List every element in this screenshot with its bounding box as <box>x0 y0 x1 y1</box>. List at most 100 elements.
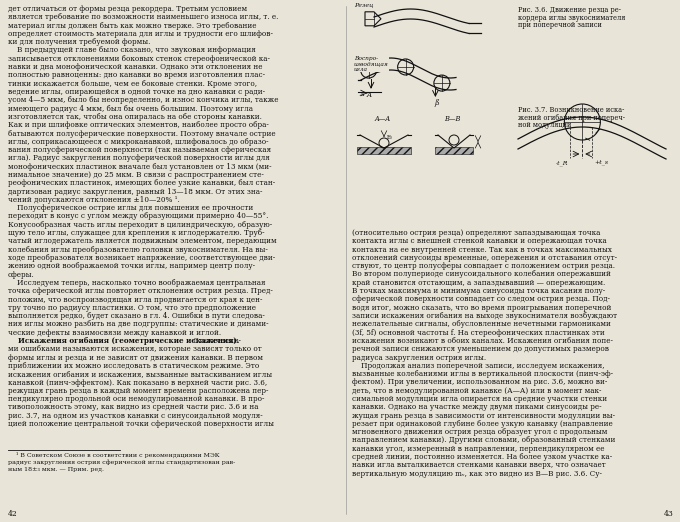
Text: средней линии, постоянно изменяется. На более узком участке ка-: средней линии, постоянно изменяется. На … <box>352 453 612 461</box>
Text: дартизован радиус закругления, равный 13—18 мкм. От этих зна-: дартизован радиус закругления, равный 13… <box>8 187 262 196</box>
Text: E₀: E₀ <box>387 135 393 140</box>
Text: нежелательные сигналы, обусловленные нечетными гармониками: нежелательные сигналы, обусловленные неч… <box>352 321 611 328</box>
Text: Полусферическое острие иглы для повышения ее прочности: Полусферическое острие иглы для повышени… <box>8 204 253 212</box>
Text: записывается отклонениями боковых стенок стереофонической ка-: записывается отклонениями боковых стенок… <box>8 55 270 63</box>
Text: контакта иглы с внешней стенкой канавки и опережающая точка: контакта иглы с внешней стенкой канавки … <box>352 238 607 245</box>
Text: B—B: B—B <box>444 115 460 123</box>
Text: тру точно по радиусу пластинки. О том, что это предположение: тру точно по радиусу пластинки. О том, ч… <box>8 304 256 312</box>
Text: направлением канавки). Другими словами, образованный стенками: направлением канавки). Другими словами, … <box>352 436 615 445</box>
Text: положим, что воспроизводящая игла продвигается от края к цен-: положим, что воспроизводящая игла продви… <box>8 295 262 303</box>
Text: Статически-: Статически- <box>191 337 241 345</box>
Text: ми ошибками называются искажения, которые зависят только от: ми ошибками называются искажения, которы… <box>8 345 262 353</box>
Text: A: A <box>367 91 371 99</box>
Text: приближении их можно исследовать в статическом режиме. Это: приближении их можно исследовать в стати… <box>8 362 259 370</box>
Text: ческие дефекты взаимосвязи между канавкой и иглой.: ческие дефекты взаимосвязи между канавко… <box>8 329 221 337</box>
Text: игла). Радиус закругления полусферической поверхности иглы для: игла). Радиус закругления полусферическо… <box>8 155 270 162</box>
Text: (3f, 5f) основной частоты f. На стереофонических пластинках эти: (3f, 5f) основной частоты f. На стереофо… <box>352 329 605 337</box>
Text: контакта на ее внутренней стенке. Так как в точках максимальных: контакта на ее внутренней стенке. Так ка… <box>352 245 612 254</box>
Text: записи искажения огибания на выходе звукоснимателя возбуждают: записи искажения огибания на выходе звук… <box>352 312 617 320</box>
Text: Рис. 3.6. Движение резца ре-: Рис. 3.6. Движение резца ре- <box>518 6 621 14</box>
Text: колебания иглы преобразователю головки звукоснимателя. На вы-: колебания иглы преобразователю головки з… <box>8 246 268 254</box>
Text: кордера иглы звукоснимателя: кордера иглы звукоснимателя <box>518 14 626 21</box>
Text: Как и при шлифовке оптических элементов, наиболее просто обра-: Как и при шлифовке оптических элементов,… <box>8 121 269 129</box>
Bar <box>435 147 473 154</box>
Text: навки и дна монофонической канавки. Однако эти отклонения не: навки и дна монофонической канавки. Одна… <box>8 63 262 71</box>
Text: вызванные колебаниями иглы в вертикальной плоскости (пинч-эф-: вызванные колебаниями иглы в вертикально… <box>352 370 613 378</box>
Text: вания полусферической поверхности (так называемая сферическая: вания полусферической поверхности (так н… <box>8 146 271 154</box>
Text: изготовляется так, чтобы она опиралась на обе стороны канавки.: изготовляется так, чтобы она опиралась н… <box>8 113 262 121</box>
Polygon shape <box>365 12 381 26</box>
Text: искажения возникают в обоих каналах. Искажения огибания попе-: искажения возникают в обоих каналах. Иск… <box>352 337 613 345</box>
Text: мгновенного движения острия резца образует угол с продольным: мгновенного движения острия резца образу… <box>352 428 607 436</box>
Text: симальной модуляции игла опирается на средние участки стенки: симальной модуляции игла опирается на ср… <box>352 395 607 403</box>
Text: радиуса закругления острия иглы.: радиуса закругления острия иглы. <box>352 353 486 362</box>
Text: вертикальную модуляцию mᵥ, как это видно из В—В рис. 3.6. Су-: вертикальную модуляцию mᵥ, как это видно… <box>352 470 602 478</box>
Text: ¹ В Советском Союзе в соответствии с рекомендациями МЭК: ¹ В Советском Союзе в соответствии с рек… <box>8 452 220 458</box>
Text: искажения огибания и искажения, вызванные вытаскиванием иглы: искажения огибания и искажения, вызванны… <box>8 370 272 378</box>
Text: иглы, соприкасающееся с микроканавкой, шлифовалось до образо-: иглы, соприкасающееся с микроканавкой, ш… <box>8 138 269 146</box>
Text: тивоположность этому, как видно из средней части рис. 3.6 и на: тивоположность этому, как видно из средн… <box>8 404 258 411</box>
Text: A: A <box>359 92 364 97</box>
Text: ной модуляции: ной модуляции <box>518 121 571 129</box>
Text: жущая грань резца в зависимости от интенсивности модуляции вы-: жущая грань резца в зависимости от интен… <box>352 412 615 420</box>
Text: ходе преобразователя возникает напряжение, соответствующее дви-: ходе преобразователя возникает напряжени… <box>8 254 275 262</box>
Text: ным 18±₃ мкм. — Прим. ред.: ным 18±₃ мкм. — Прим. ред. <box>8 467 104 472</box>
Text: ния иглы можно разбить на две подгруппы: статические и динами-: ния иглы можно разбить на две подгруппы:… <box>8 321 269 328</box>
Text: определяет стоимость материала для иглы и трудности его шлифов-: определяет стоимость материала для иглы … <box>8 30 273 38</box>
Text: материал иглы должен быть как можно тверже. Это требование: материал иглы должен быть как можно твер… <box>8 21 256 30</box>
Text: Искажения огибания (геометрические искажения).: Искажения огибания (геометрические искаж… <box>8 337 239 345</box>
Text: 43: 43 <box>664 510 674 518</box>
Text: Исследуем теперь, насколько точно воображаемая центральная: Исследуем теперь, насколько точно вообра… <box>8 279 265 287</box>
Text: жению одной воображаемой точки иглы, например центр полу-: жению одной воображаемой точки иглы, нап… <box>8 262 255 270</box>
Text: канавки. Однако на участке между двумя пиками синусоиды ре-: канавки. Однако на участке между двумя п… <box>352 404 602 411</box>
Text: нимальное значение) до 25 мкм. В связи с распространением сте-: нимальное значение) до 25 мкм. В связи с… <box>8 171 264 179</box>
Text: режущая грань резца в каждый момент времени расположена пер-: режущая грань резца в каждый момент врем… <box>8 387 269 395</box>
Text: радиус закругления острия сферической иглы стандартизован рав-: радиус закругления острия сферической иг… <box>8 459 235 465</box>
Text: реофонических пластинок, имеющих более узкие канавки, был стан-: реофонических пластинок, имеющих более у… <box>8 179 275 187</box>
Text: фектом). При увеличении, использованном на рис. 3.6, можно ви-: фектом). При увеличении, использованном … <box>352 378 607 386</box>
Text: ведение иглы, опирающейся в одной точке на дно канавки с ради-: ведение иглы, опирающейся в одной точке … <box>8 88 265 96</box>
Text: 42: 42 <box>8 510 18 518</box>
Text: канавкой (пинч-эффектом). Как показано в верхней части рис. 3.6,: канавкой (пинч-эффектом). Как показано в… <box>8 378 267 386</box>
Text: жений огибания при попереч-: жений огибания при попереч- <box>518 113 625 122</box>
Text: полностью равноценны: дно канавки во время изготовления плас-: полностью равноценны: дно канавки во вре… <box>8 72 265 79</box>
Text: ствуют, то центр полусферы совпадает с положением острия резца.: ствуют, то центр полусферы совпадает с п… <box>352 262 615 270</box>
Text: чений допускаются отклонения ±10—20% ¹.: чений допускаются отклонения ±10—20% ¹. <box>8 196 180 204</box>
Text: отклонений синусоиды временные, опережения и отставания отсут-: отклонений синусоиды временные, опережен… <box>352 254 617 262</box>
Text: цией положение центральной точки сферической поверхности иглы: цией положение центральной точки сфериче… <box>8 420 274 428</box>
Text: чатый иглодержатель является подвижным элементом, передающим: чатый иглодержатель является подвижным э… <box>8 238 277 245</box>
Text: дет отличаться от формы резца рекордера. Третьим условием: дет отличаться от формы резца рекордера.… <box>8 5 247 13</box>
Text: ки для получения требуемой формы.: ки для получения требуемой формы. <box>8 38 150 46</box>
Text: имеющего радиус 4 мкм, был бы очень большим. Поэтому игла: имеющего радиус 4 мкм, был бы очень боль… <box>8 104 253 113</box>
Text: точка сферической иглы повторяет отклонения острия резца. Пред-: точка сферической иглы повторяет отклоне… <box>8 287 273 295</box>
Text: Рис. 3.7. Возникновение иска-: Рис. 3.7. Возникновение иска- <box>518 106 624 114</box>
Text: канавки угол, измеренный в направлении, перпендикулярном ее: канавки угол, измеренный в направлении, … <box>352 445 605 453</box>
Text: +t_s: +t_s <box>594 160 609 165</box>
Text: водя итог, можно сказать, что во время проигрывания поперечной: водя итог, можно сказать, что во время п… <box>352 304 611 312</box>
Text: В точках максимума и минимума синусоиды точка касания полу-: В точках максимума и минимума синусоиды … <box>352 287 605 295</box>
Text: батываются полусферические поверхности. Поэтому вначале острие: батываются полусферические поверхности. … <box>8 129 275 137</box>
Text: сферической поверхности совпадает со следом острия резца. Под-: сферической поверхности совпадает со сле… <box>352 295 610 303</box>
Text: Конусообразная часть иглы переходит в цилиндрическую, образую-: Конусообразная часть иглы переходит в ци… <box>8 221 272 229</box>
Text: A—A: A—A <box>374 115 390 123</box>
Text: выполняется редко, будет сказано в гл. 4. Ошибки в пути следова-: выполняется редко, будет сказано в гл. 4… <box>8 312 265 320</box>
Text: формы иглы и резца и не зависят от движения канавки. В первом: формы иглы и резца и не зависят от движе… <box>8 353 263 362</box>
Text: является требование по возможности наименьшего износа иглы, т. е.: является требование по возможности наиме… <box>8 13 278 21</box>
Text: рис. 3.7, на одном из участков канавки с синусоидальной модуля-: рис. 3.7, на одном из участков канавки с… <box>8 412 262 420</box>
Text: (относительно острия резца) определяют запаздывающая точка: (относительно острия резца) определяют з… <box>352 229 600 237</box>
Text: -t_R: -t_R <box>556 160 568 165</box>
Text: сферы.: сферы. <box>8 270 35 279</box>
Text: деть, что в немодулированной канавке (А—А) или в момент мак-: деть, что в немодулированной канавке (А—… <box>352 387 602 395</box>
Text: ß: ß <box>435 99 440 107</box>
Text: пендикулярно продольной оси немодулированной канавки. В про-: пендикулярно продольной оси немодулирова… <box>8 395 265 403</box>
Text: усом 4—5 мкм, было бы неопределенно, и износ кончика иглы, также: усом 4—5 мкм, было бы неопределенно, и и… <box>8 96 279 104</box>
Text: край становится отстающим, а запаздывавший — опережающим.: край становится отстающим, а запаздывавш… <box>352 279 605 287</box>
Bar <box>357 147 411 154</box>
Text: при поперечной записи: при поперечной записи <box>518 21 602 29</box>
Text: переходит в конус с углом между образующими примерно 40—55°.: переходит в конус с углом между образующ… <box>8 212 269 220</box>
Text: монофонических пластинок вначале был установлен от 13 мкм (ми-: монофонических пластинок вначале был уст… <box>8 163 271 171</box>
Text: Воспро-
изводящая
игла: Воспро- изводящая игла <box>354 56 389 73</box>
Text: Во втором полупериоде синусоидального колебания опережавший: Во втором полупериоде синусоидального ко… <box>352 270 611 279</box>
Text: щую тело иглы, служащее для крепления к иглодержателю. Труб-: щую тело иглы, служащее для крепления к … <box>8 229 265 237</box>
Text: резает при одинаковой глубине более узкую канавку (направление: резает при одинаковой глубине более узку… <box>352 420 613 428</box>
